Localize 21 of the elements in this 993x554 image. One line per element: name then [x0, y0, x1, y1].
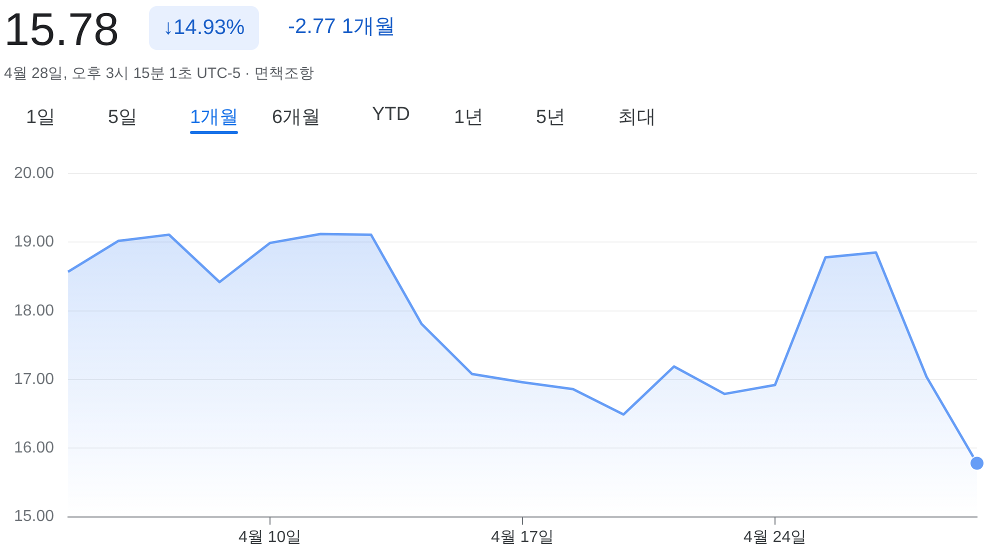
chart-subtitle: 4월 28일, 오후 3시 15분 1초 UTC-5 · 면책조항 — [4, 64, 314, 83]
text: 1개월 — [190, 107, 239, 128]
y-tick-label: 17.00 — [14, 370, 54, 388]
x-tick-label: 4월 10일 — [238, 528, 302, 546]
x-tick-label: 4월 17일 — [490, 528, 554, 546]
y-tick-label: 20.00 — [14, 165, 54, 182]
text: -2.77 1개월 — [288, 14, 396, 40]
text: 5년 — [536, 107, 566, 128]
text: 최대 — [618, 107, 656, 128]
x-tick-label: 4월 24일 — [743, 528, 807, 546]
text: YTD — [372, 104, 410, 125]
chart-title: 15.78 — [4, 2, 120, 56]
text: 6개월 — [272, 107, 321, 128]
y-tick-label: 19.00 — [14, 234, 54, 251]
text: ↓14.93% — [149, 6, 259, 50]
y-tick-label: 16.00 — [14, 440, 54, 457]
y-tick-label: 15.00 — [14, 508, 54, 526]
text: 1일 — [26, 107, 56, 128]
text: 1년 — [454, 107, 484, 128]
y-tick-label: 18.00 — [14, 302, 54, 320]
text: 5일 — [108, 107, 138, 128]
